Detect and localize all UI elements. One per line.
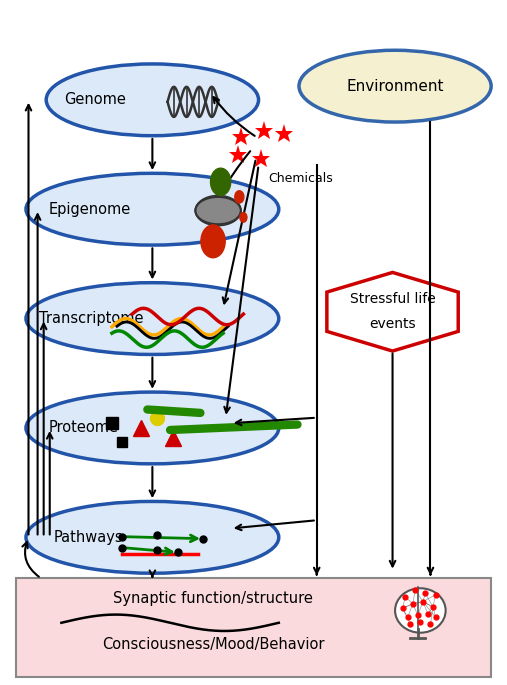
Ellipse shape — [26, 501, 279, 573]
Circle shape — [240, 212, 247, 222]
Ellipse shape — [395, 588, 446, 633]
Circle shape — [201, 225, 225, 258]
Text: Proteome: Proteome — [49, 421, 119, 436]
Text: Transcriptome: Transcriptome — [39, 311, 143, 326]
Text: Pathways: Pathways — [54, 530, 123, 545]
FancyBboxPatch shape — [16, 578, 491, 677]
Text: Consciousness/Mood/Behavior: Consciousness/Mood/Behavior — [102, 637, 324, 652]
Ellipse shape — [195, 197, 241, 224]
Text: Stressful life: Stressful life — [350, 292, 436, 306]
Ellipse shape — [26, 392, 279, 464]
Polygon shape — [327, 273, 458, 351]
Text: Environment: Environment — [346, 79, 444, 94]
Circle shape — [210, 169, 231, 195]
Circle shape — [235, 190, 244, 203]
Text: events: events — [369, 317, 416, 331]
Ellipse shape — [26, 283, 279, 354]
Text: Synaptic function/structure: Synaptic function/structure — [113, 591, 313, 606]
Ellipse shape — [26, 173, 279, 245]
Ellipse shape — [46, 64, 259, 136]
Ellipse shape — [299, 50, 491, 122]
Text: Genome: Genome — [64, 92, 126, 108]
Text: Epigenome: Epigenome — [49, 201, 131, 216]
Text: Chemicals: Chemicals — [269, 172, 334, 185]
